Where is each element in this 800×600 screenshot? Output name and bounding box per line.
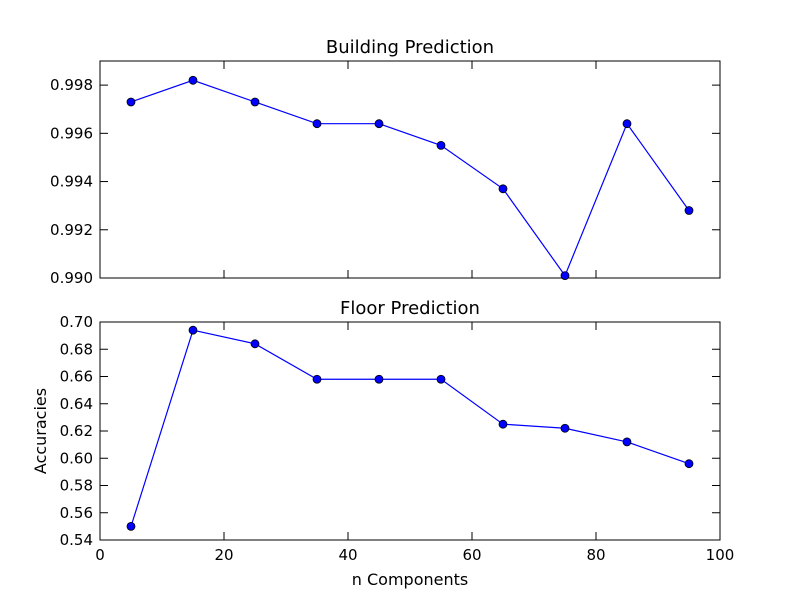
floor-x-tick-label: 80 [586,546,605,564]
floor-y-tick-label: 0.54 [60,531,93,549]
building-data-point [250,97,260,107]
floor-data-point [250,339,260,349]
floor-data-point [312,374,322,384]
floor-data-point [684,459,694,469]
floor-prediction-panel: Floor Prediction 0 20 40 60 80 100 0.54 0.56 0.5… [60,298,735,564]
building-y-tick-label: 0.992 [50,221,93,239]
y-axis-label: Accuracies [31,388,50,474]
floor-series-line [130,329,690,527]
floor-y-tick-label: 0.56 [60,504,93,522]
building-prediction-panel: Building Prediction 0.990 0.992 0.994 0.996… [50,37,721,287]
floor-y-tick-label: 0.68 [60,340,93,358]
building-data-point [312,119,322,129]
building-data-point [188,75,198,85]
floor-x-tick-label: 40 [338,546,357,564]
floor-y-tick-label: 0.70 [60,313,93,331]
building-data-point [622,119,632,129]
floor-data-point [498,419,508,429]
floor-data-point [560,423,570,433]
floor-y-tick-label: 0.66 [60,368,93,386]
floor-data-point [622,437,632,447]
floor-y-tick-label: 0.64 [60,395,93,413]
floor-plot-frame [99,321,721,541]
floor-y-tick-label: 0.62 [60,422,93,440]
building-prediction-title: Building Prediction [326,37,494,58]
floor-x-tick-label: 0 [95,546,105,564]
floor-x-tick-label: 100 [706,546,735,564]
floor-x-tick-label: 20 [214,546,233,564]
building-data-point [684,206,694,215]
building-series-line [130,79,690,277]
floor-data-point [188,325,198,335]
building-data-point [374,119,384,129]
building-data-point [560,271,570,280]
floor-y-tick-label: 0.58 [60,477,93,495]
building-y-tick-label: 0.990 [50,269,93,287]
floor-data-point [126,521,136,531]
building-y-tick-label: 0.994 [50,173,93,191]
building-data-point [498,184,508,194]
building-data-point [436,140,446,150]
floor-x-tick-label: 60 [462,546,481,564]
floor-prediction-title: Floor Prediction [340,298,480,319]
floor-data-point [374,374,384,384]
building-plot-frame [99,60,721,279]
building-y-tick-label: 0.998 [50,76,93,94]
x-axis-label: n Components [352,570,468,589]
building-y-tick-label: 0.996 [50,124,93,142]
floor-data-point [436,374,446,384]
building-data-point [126,97,136,107]
floor-y-tick-label: 0.60 [60,449,93,467]
